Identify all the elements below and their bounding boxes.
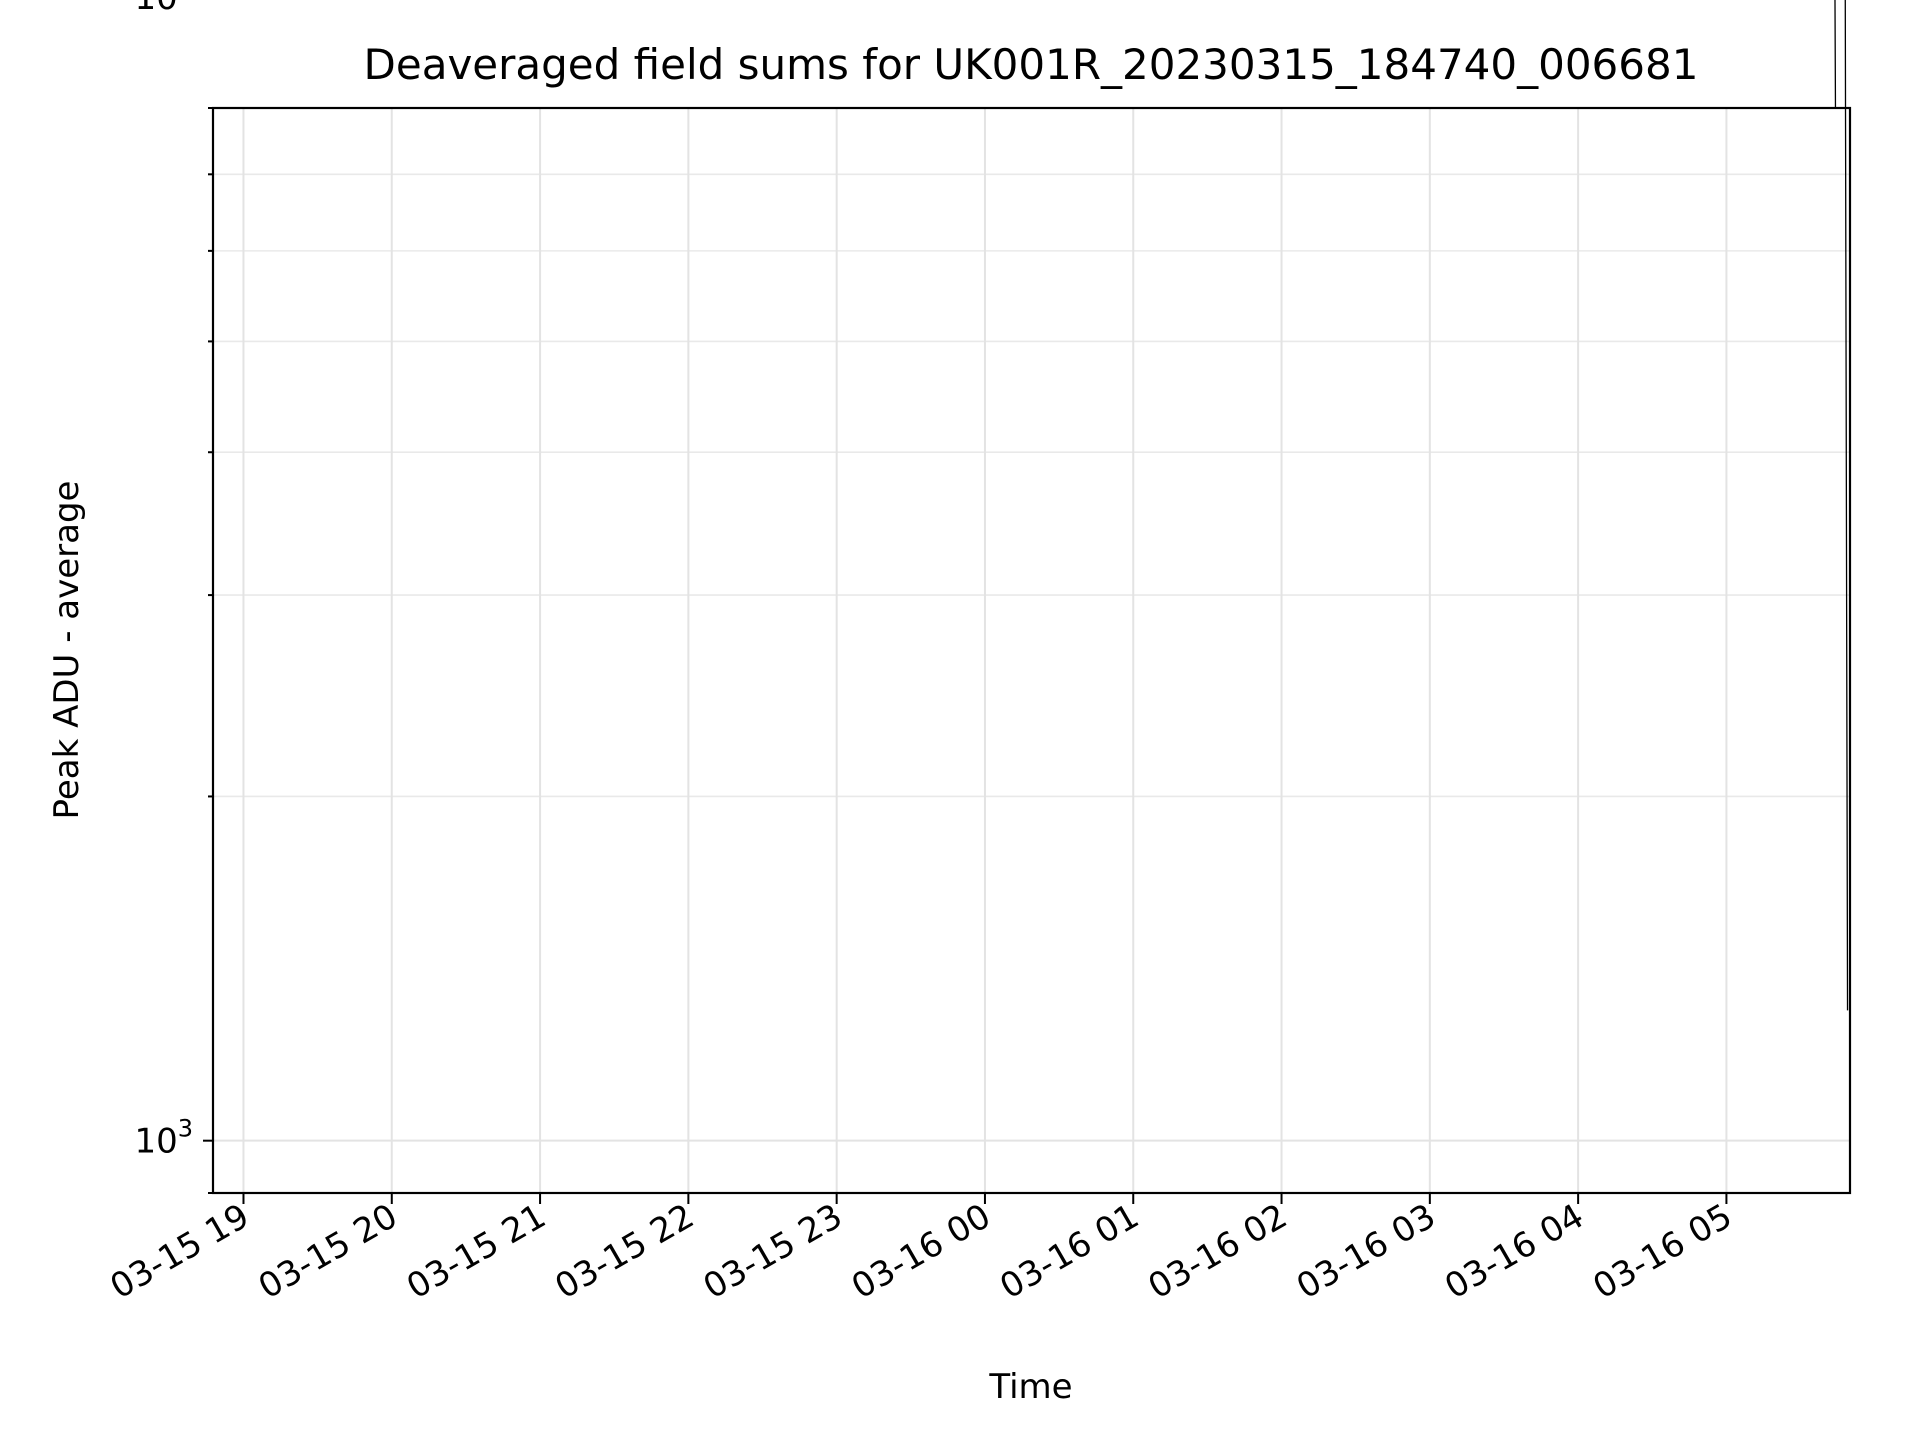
x-axis-label: Time	[988, 1367, 1072, 1407]
x-tick-label: 03-15 20	[252, 1196, 404, 1307]
x-tick-label: 03-15 19	[104, 1196, 256, 1307]
series-layer	[212, 0, 1849, 1011]
y-tick-exponent: 3	[178, 1115, 193, 1143]
y-axis-label: Peak ADU - average	[47, 481, 87, 820]
y-tick-label: 104	[134, 0, 193, 18]
plot-frame	[211, 106, 1852, 1195]
y-tick-base: 10	[134, 0, 177, 18]
x-tick-label: 03-16 04	[1438, 1196, 1590, 1307]
x-tick-label: 03-15 22	[548, 1196, 700, 1307]
x-tick-label: 03-16 01	[993, 1196, 1145, 1307]
x-tick-label: 03-15 23	[697, 1196, 849, 1307]
x-tick-label: 03-16 02	[1142, 1196, 1294, 1307]
grid-lines	[213, 107, 1850, 1194]
y-tick-base: 10	[134, 1122, 177, 1162]
x-tick-label: 03-16 00	[845, 1196, 997, 1307]
series-line	[212, 0, 1849, 1011]
x-tick-label: 03-15 21	[400, 1196, 552, 1307]
x-tick-label: 03-16 05	[1587, 1196, 1739, 1307]
x-tick-label: 03-16 03	[1290, 1196, 1442, 1307]
chart-title: Deaveraged field sums for UK001R_2023031…	[364, 40, 1699, 89]
y-tick-label: 103	[134, 1115, 193, 1162]
